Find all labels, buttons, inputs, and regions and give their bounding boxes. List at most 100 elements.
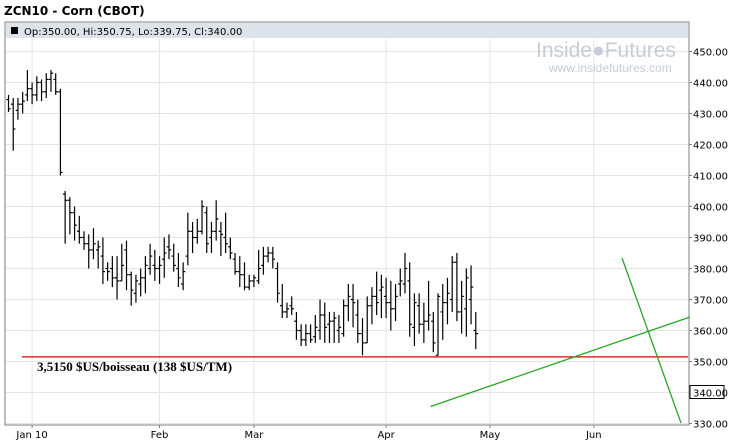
ohlc-bar [313,315,318,343]
ohlc-bar [251,274,257,288]
x-tick-label: Mar [245,430,265,441]
ohlc-bar [454,253,460,322]
ohlc-bar [341,299,346,337]
ohlc-bar [303,324,309,346]
trendline [430,316,691,408]
ohlc-bar [398,268,403,297]
info-bar [6,23,688,38]
ohlc-bar [298,324,304,346]
x-tick-label: Jan 10 [15,430,47,441]
ohlc-bar [365,296,370,344]
chart-title: ZCN10 - Corn (CBOT) [4,4,145,18]
ohlc-bar [449,256,455,312]
ohlc-bar [147,243,153,275]
ohlc-bar [237,256,242,288]
ohlc-bar [180,262,186,291]
ohlc-bar [199,200,205,235]
ohlc-bar [110,256,115,288]
ohlc-bar [265,246,271,263]
ohlc-bar [388,280,394,331]
ohlc-bar [336,315,342,343]
ohlc-bar [62,191,68,244]
last-price-label: 340.00 [693,389,728,400]
info-bar-text: Op:350.00, Hi:350.75, Lo:339.75, Cl:340.… [24,27,242,38]
ohlc-bar [346,284,351,322]
ohlc-bar [473,311,478,350]
y-tick-label: 440.00 [693,79,728,90]
ohlc-bar [270,246,276,269]
ohlc-bar [308,324,313,343]
ohlc-bar [294,311,299,340]
y-tick-label: 390.00 [693,234,728,245]
x-tick-label: Jun [585,430,602,441]
ohlc-bar [77,215,82,244]
y-tick-label: 360.00 [693,327,728,338]
y-tick-label: 400.00 [693,203,728,214]
ohlc-bar [34,76,40,102]
ohlc-bar [6,94,11,112]
ohlc-bar [39,79,44,102]
ohlc-bar [143,256,148,294]
y-tick-label: 420.00 [693,141,728,152]
ohlc-bar [171,243,176,272]
ohlc-bar [15,98,21,120]
ohlc-bar [218,222,224,257]
price-annotation: 3,5150 $US/boisseau (138 $US/TM) [37,359,232,374]
ohlc-bar [213,200,219,241]
ohlc-bar [426,280,431,331]
info-swatch [11,27,18,34]
ohlc-bar [58,88,63,176]
ohlc-bar [261,246,266,275]
ohlc-bar [25,70,30,102]
ohlc-bar [124,240,129,291]
watermark-url: www.insidefutures.com [548,61,672,75]
ohlc-bar [284,302,290,319]
trendlines [22,257,691,424]
ohlc-bar [360,318,365,356]
ohlc-bar [468,265,474,325]
y-tick-label: 350.00 [693,358,728,369]
plot-frame [4,21,690,426]
ohlc-bar [464,268,469,337]
ohlc-bar [322,302,327,343]
ohlc-bar [195,218,200,244]
ohlc-bar [412,293,417,346]
ohlc-bar [393,284,398,322]
ohlc-bar [275,262,280,303]
x-tick-label: Apr [377,430,395,441]
ohlc-bar [29,82,35,105]
ohlc-bar [204,206,209,253]
ohlc-bar [327,311,332,343]
y-tick-label: 380.00 [693,265,728,276]
ohlc-bar [129,271,134,306]
ohlc-bar [105,262,110,281]
ohlc-bar [317,299,323,340]
ohlc-bar [242,262,247,291]
grid-layer [6,39,692,428]
y-tick-label: 430.00 [693,110,728,121]
ohlc-bar [459,280,464,334]
ohlc-bar [232,253,238,275]
ohlc-bar [138,268,143,297]
ohlc-bar [190,222,195,253]
ohlc-bar [86,234,91,269]
ohlc-bar [402,253,408,294]
ohlc-bar [100,237,106,284]
trendline [621,257,682,424]
ohlc-bar [48,70,54,92]
price-bars [6,70,478,356]
ohlc-bar [166,234,172,260]
ohlc-bar [223,212,228,253]
ohlc-bar [350,284,356,328]
ohlc-bar [431,311,436,353]
ohlc-bar [119,243,124,282]
ohlc-bar [256,249,261,284]
ohlc-bar [440,284,445,340]
ohlc-bar [67,197,73,235]
ohlc-bar [369,287,375,325]
ohlc-bar [374,271,379,315]
ohlc-bar [176,253,181,288]
ohlc-bar [355,299,360,343]
ohlc-bar [280,284,285,319]
